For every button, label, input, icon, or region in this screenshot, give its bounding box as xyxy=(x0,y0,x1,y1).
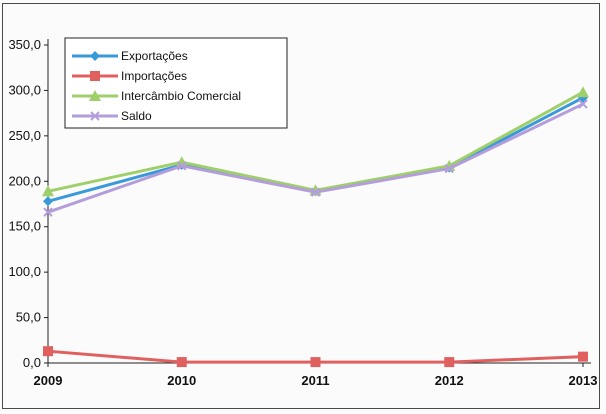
data-point xyxy=(43,196,53,207)
legend: Exportações Importações Intercâmbio Comerc… xyxy=(64,37,288,129)
data-point xyxy=(444,357,455,368)
y-tick-label: 300,0 xyxy=(8,82,41,97)
series-layer xyxy=(42,86,589,368)
data-point xyxy=(176,357,187,368)
legend-label: Intercâmbio Comercial xyxy=(121,89,241,103)
legend-box xyxy=(64,37,288,129)
data-point xyxy=(444,163,454,174)
series-1 xyxy=(43,346,588,368)
legend-marker xyxy=(90,111,100,121)
x-tick-label: 2012 xyxy=(435,373,464,388)
legend-marker xyxy=(90,71,100,81)
data-point xyxy=(310,187,321,197)
data-point xyxy=(175,156,188,168)
data-point xyxy=(42,185,54,197)
legend-marker xyxy=(89,90,101,101)
y-tick-label: 100,0 xyxy=(8,264,41,279)
data-point xyxy=(577,86,589,98)
y-tick-label: 150,0 xyxy=(8,219,41,234)
y-tick-label: 350,0 xyxy=(8,37,41,52)
data-point xyxy=(310,357,321,368)
legend-label: Exportações xyxy=(121,49,188,63)
axes: 0,0 50,0 100,0 150,0 200,0 250,0 300,0 350,0 200… xyxy=(8,37,597,388)
data-point xyxy=(43,207,53,217)
x-tick-label: 2009 xyxy=(34,373,63,388)
y-tick-label: 200,0 xyxy=(8,173,41,188)
y-tick-label: 50,0 xyxy=(16,310,41,325)
data-point xyxy=(177,161,187,171)
x-tick-label: 2010 xyxy=(167,373,196,388)
x-tick-label: 2013 xyxy=(569,373,598,388)
legend-label: Saldo xyxy=(121,109,152,123)
series-3 xyxy=(43,99,588,217)
data-point xyxy=(578,351,588,362)
data-point xyxy=(578,99,588,109)
y-tick-label: 250,0 xyxy=(8,128,41,143)
legend-label: Importações xyxy=(121,69,187,83)
chart-border xyxy=(2,3,600,409)
legend-marker xyxy=(90,51,100,61)
y-tick-label: 0,0 xyxy=(23,355,41,370)
x-tick-label: 2011 xyxy=(301,373,329,388)
data-point xyxy=(43,346,53,357)
